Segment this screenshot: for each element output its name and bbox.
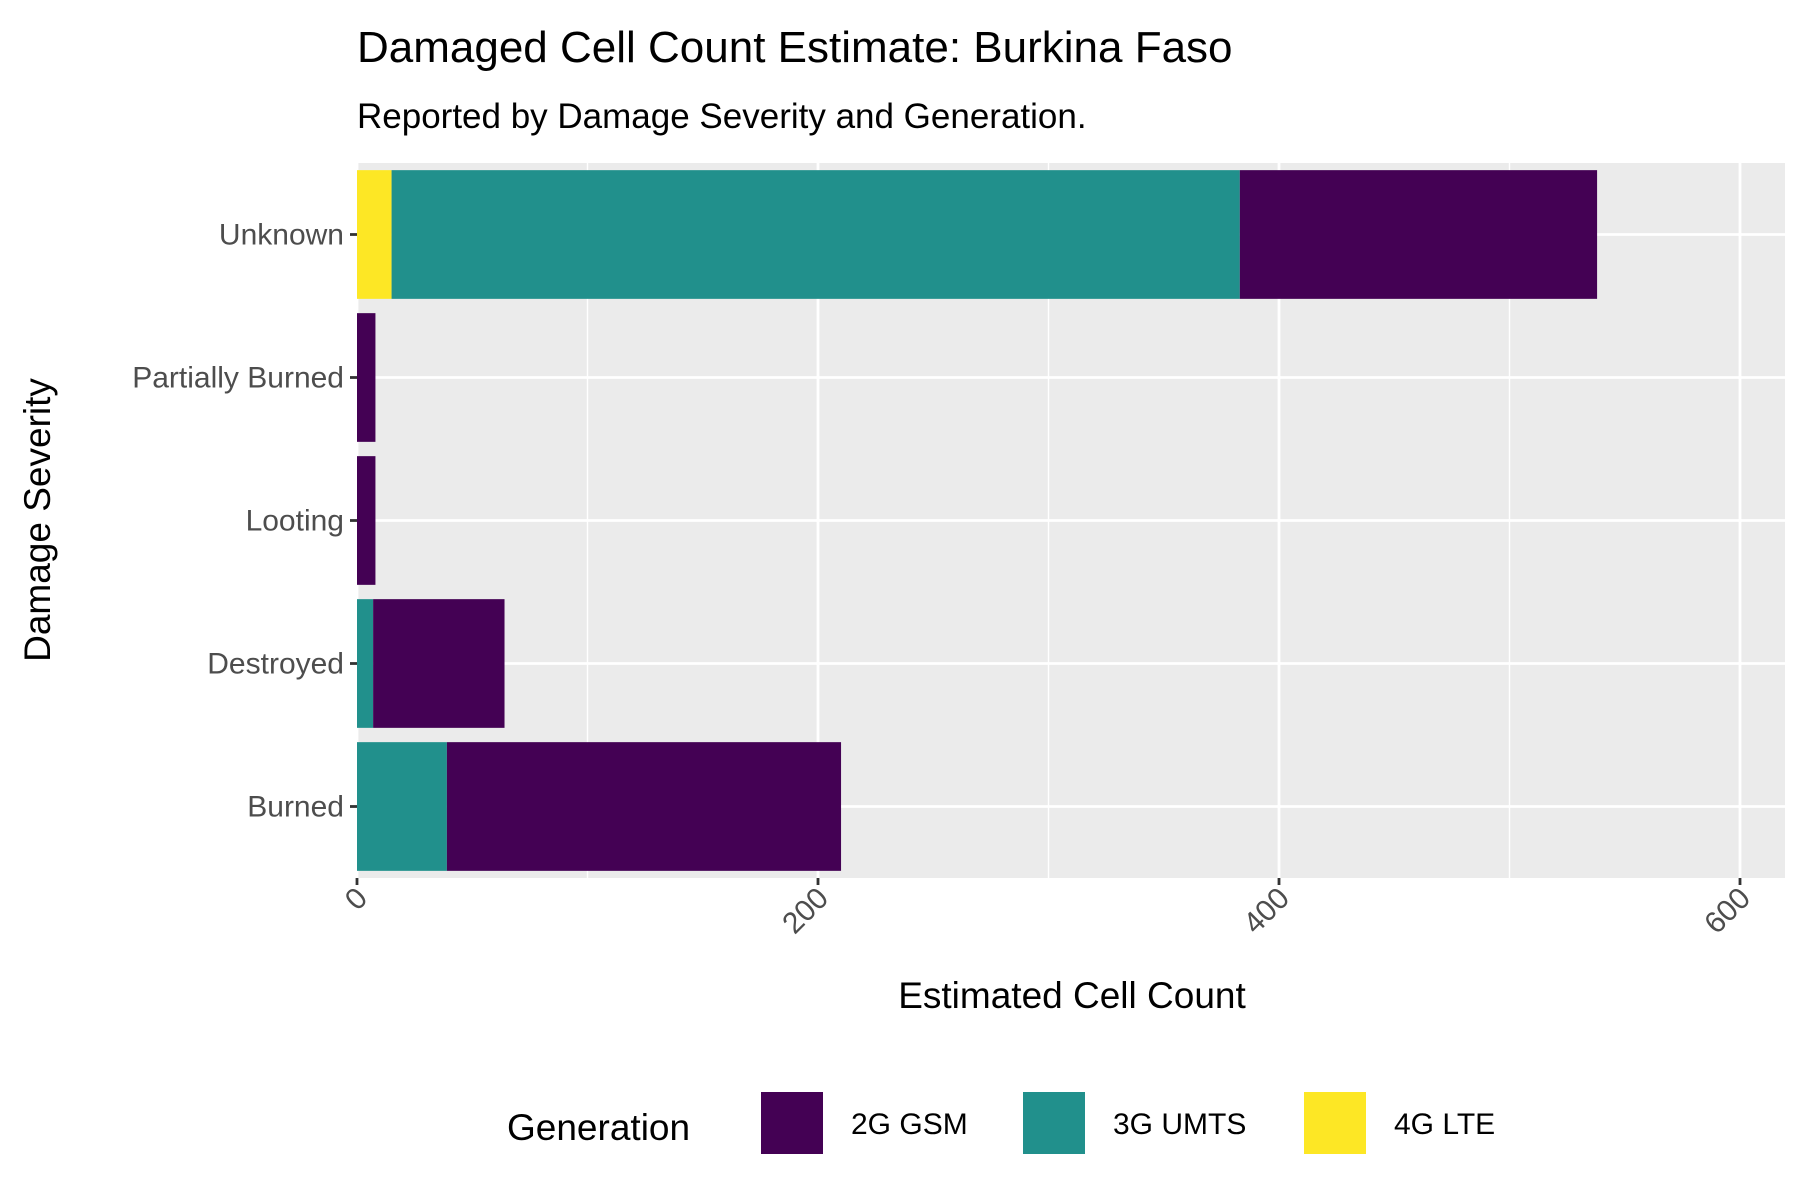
legend-key xyxy=(1302,1090,1368,1156)
legend-label: 3G UMTS xyxy=(1113,1108,1246,1141)
bar-burned-3g-umts xyxy=(357,742,447,871)
x-tick-label: 600 xyxy=(1698,882,1757,941)
bars-layer xyxy=(357,170,1598,871)
x-tick-label: 400 xyxy=(1237,882,1296,941)
legend-items: 2G GSM 3G UMTS 4G LTE xyxy=(759,1090,1495,1156)
chart-subtitle: Reported by Damage Severity and Generati… xyxy=(357,97,1087,136)
chart-title: Damaged Cell Count Estimate: Burkina Fas… xyxy=(357,23,1233,72)
bar-unknown-2g-gsm xyxy=(1239,170,1598,299)
legend: Generation 2G GSM 3G UMTS 4G LTE xyxy=(507,1090,1495,1156)
x-axis: 0 200 400 600 xyxy=(339,878,1757,940)
y-tick-label: Partially Burned xyxy=(132,362,344,395)
y-tick-label: Destroyed xyxy=(207,648,344,681)
y-axis: Burned Destroyed Looting Partially Burned Un… xyxy=(132,219,357,824)
y-axis-title: Damage Severity xyxy=(17,378,58,662)
x-tick-label: 0 xyxy=(339,882,374,917)
bar-looting-2g-gsm xyxy=(357,456,376,585)
bar-partially-burned-2g-gsm xyxy=(357,313,376,442)
bar-burned-2g-gsm xyxy=(446,742,842,871)
x-tick-label: 200 xyxy=(776,882,835,941)
bar-destroyed-2g-gsm xyxy=(373,599,505,728)
legend-label: 4G LTE xyxy=(1394,1108,1495,1141)
legend-title: Generation xyxy=(507,1107,690,1148)
legend-key xyxy=(759,1090,825,1156)
legend-label: 2G GSM xyxy=(851,1108,968,1141)
bar-destroyed-3g-umts xyxy=(357,599,374,728)
y-tick-label: Burned xyxy=(247,791,344,824)
bar-unknown-4g-lte xyxy=(357,170,392,299)
y-tick-label: Unknown xyxy=(219,219,344,252)
legend-key xyxy=(1021,1090,1087,1156)
bar-unknown-3g-umts xyxy=(391,170,1240,299)
x-axis-title: Estimated Cell Count xyxy=(898,975,1246,1016)
y-tick-label: Looting xyxy=(246,505,344,538)
